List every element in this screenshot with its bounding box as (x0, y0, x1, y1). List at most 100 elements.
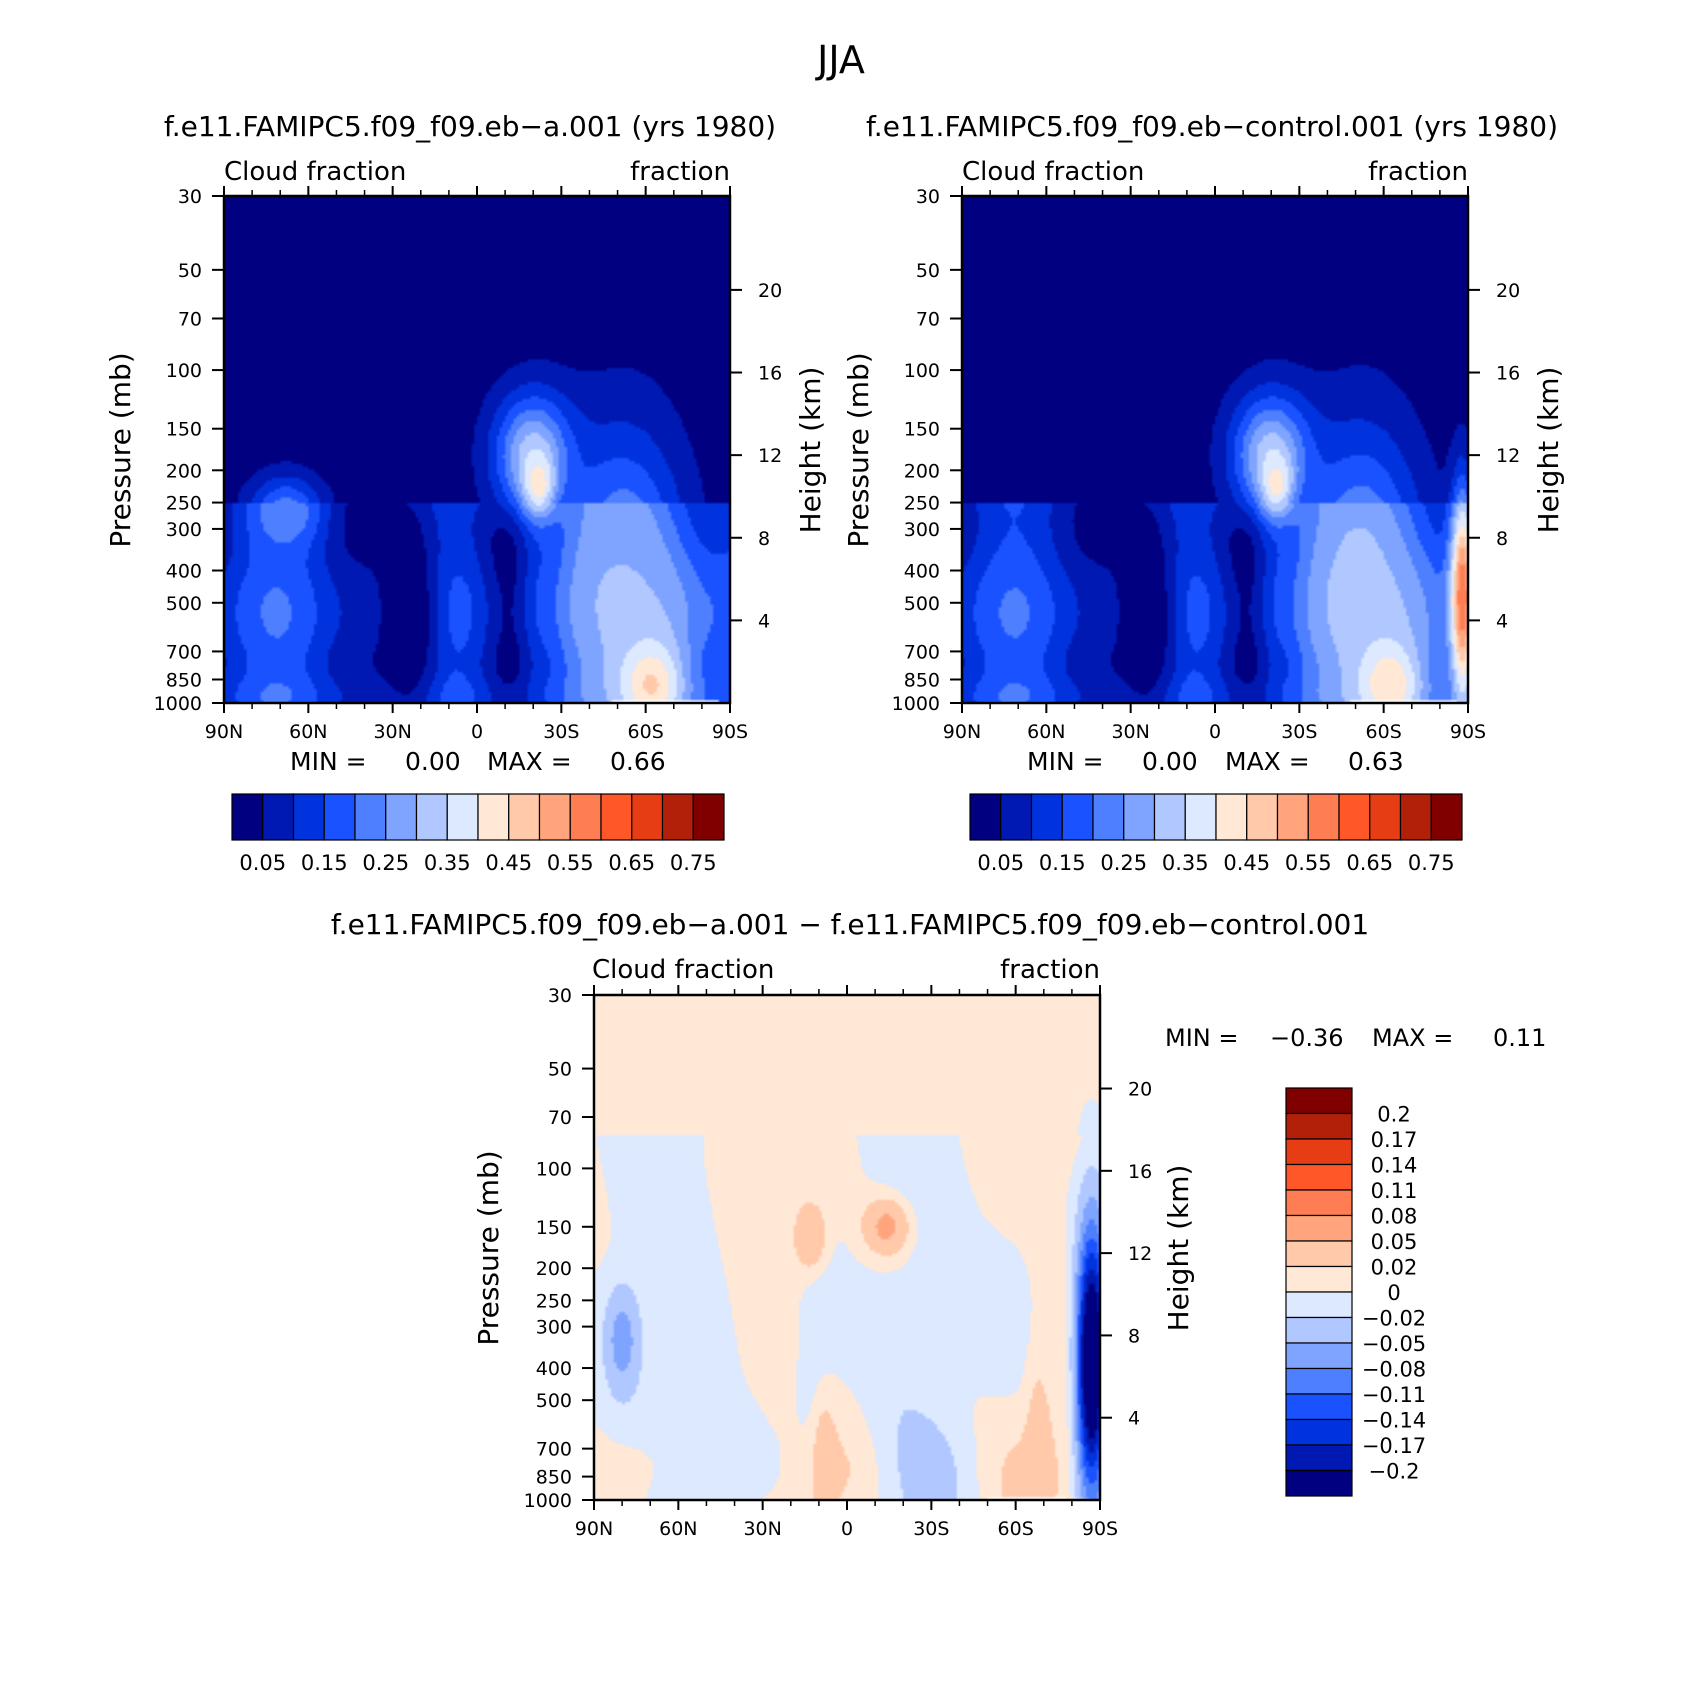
panel-b-colorbar-swatch (1276, 793, 1309, 841)
panel-diff-colorbar-label: 0.05 (1371, 1230, 1418, 1254)
panel-diff-xtick-label: 30N (743, 1518, 781, 1540)
panel-b-min-label: MIN = (1027, 747, 1104, 776)
panel-a-ytick-label: 70 (178, 309, 202, 331)
panel-diff-xtick-label: 30S (913, 1518, 949, 1540)
panel-diff-colorbar-swatch (1285, 1444, 1353, 1472)
panel-b-colorbar-swatch (1338, 793, 1371, 841)
panel-diff-colorbar-swatch (1285, 1087, 1353, 1115)
panel-b-ytick-label: 250 (904, 493, 940, 515)
panel-diff-ytick-label: 500 (536, 1390, 572, 1412)
panel-diff-ytick-label: 30 (548, 985, 572, 1007)
panel-b-xtick-label: 30S (1281, 721, 1317, 743)
panel-diff-colorbar-label: 0.02 (1371, 1256, 1418, 1280)
panel-b-ytick-label: 100 (904, 360, 940, 382)
panel-diff-colorbar-swatch (1285, 1112, 1353, 1140)
panel-diff-colorbar-swatch (1285, 1316, 1353, 1344)
panel-b-xtick-label: 60N (1027, 721, 1065, 743)
panel-a-ytick-label: 150 (166, 419, 202, 441)
panel-b-colorbar-label: 0.15 (1039, 851, 1086, 875)
panel-diff-colorbar-swatch (1285, 1265, 1353, 1293)
panel-b-max-label: MAX = (1225, 747, 1310, 776)
panel-a-colorbar-label: 0.15 (301, 851, 348, 875)
panel-diff-y2tick-label: 20 (1128, 1079, 1152, 1101)
panel-b-y2tick-label: 20 (1496, 280, 1520, 302)
panel-a-right-label: fraction (630, 157, 730, 187)
panel-b-colorbar-swatch (1092, 793, 1125, 841)
panel-diff-colorbar-swatch (1285, 1138, 1353, 1166)
panel-a-y2tick-label: 20 (758, 280, 782, 302)
panel-a-xtick-label: 30N (373, 721, 411, 743)
panel-diff-xtick-label: 90N (575, 1518, 613, 1540)
panel-b-colorbar-swatch (1369, 793, 1402, 841)
panel-diff-colorbar-swatch (1285, 1240, 1353, 1268)
panel-a-colorbar-swatch (692, 793, 725, 841)
panel-a-title: f.e11.FAMIPC5.f09_f09.eb−a.001 (yrs 1980… (164, 110, 776, 143)
figure-title: JJA (815, 38, 865, 82)
panel-b-ytick-label: 200 (904, 460, 940, 482)
panel-a-ytick-label: 250 (166, 493, 202, 515)
panel-a-y2label: Height (km) (794, 367, 827, 534)
panel-diff-colorbar-label: −0.08 (1362, 1358, 1426, 1382)
panel-diff-colorbar-label: 0 (1387, 1281, 1400, 1305)
panel-b-colorbar-swatch (969, 793, 1002, 841)
panel-a-ytick-label: 500 (166, 593, 202, 615)
panel-diff-colorbar: 0.20.170.140.110.080.050.020−0.02−0.05−0… (1285, 1087, 1426, 1497)
panel-a-ytick-label: 850 (166, 670, 202, 692)
panel-b-ytick-label: 400 (904, 561, 940, 583)
panel-a-colorbar-swatch (262, 793, 295, 841)
panel-a-ytick-label: 700 (166, 641, 202, 663)
panel-diff-colorbar-label: −0.05 (1362, 1332, 1426, 1356)
panel-diff-ytick-label: 70 (548, 1107, 572, 1129)
panel-diff-colorbar-label: 0.14 (1371, 1154, 1418, 1178)
panel-diff-y2tick-label: 12 (1128, 1243, 1152, 1265)
panel-a-max-value: 0.66 (610, 747, 666, 776)
panel-b-y2tick-label: 4 (1496, 610, 1508, 632)
panel-a-colorbar-swatch (661, 793, 694, 841)
panel-a-colorbar-swatch (354, 793, 387, 841)
panel-b-colorbar-swatch (1246, 793, 1279, 841)
panel-diff-colorbar-label: 0.11 (1371, 1179, 1418, 1203)
panel-b-colorbar-label: 0.35 (1162, 851, 1209, 875)
panel-a-colorbar-swatch (231, 793, 264, 841)
panel-a-ytick-label: 200 (166, 460, 202, 482)
panel-b-colorbar-swatch (1030, 793, 1063, 841)
panel-a-ytick-label: 30 (178, 186, 202, 208)
panel-diff-y2tick-label: 4 (1128, 1408, 1140, 1430)
panel-b-xtick-label: 90S (1450, 721, 1486, 743)
panel-b-colorbar-label: 0.65 (1346, 851, 1393, 875)
panel-diff-xtick-label: 60N (659, 1518, 697, 1540)
panel-b-xtick-label: 90N (943, 721, 981, 743)
panel-a-plot: 90N 60N 30N 0 30S 60S 90S 30 50 70 100 150 200 250 300… (154, 186, 782, 743)
panel-diff-colorbar-label: −0.02 (1362, 1307, 1426, 1331)
panel-a-xtick-label: 60N (289, 721, 327, 743)
panel-a-ylabel: Pressure (mb) (104, 352, 137, 547)
panel-a-colorbar-label: 0.75 (670, 851, 717, 875)
panel-a-y2tick-label: 4 (758, 610, 770, 632)
panel-b-xtick-label: 30N (1111, 721, 1149, 743)
panel-a-xtick-label: 90S (712, 721, 748, 743)
panel-diff-y2tick-label: 16 (1128, 1161, 1152, 1183)
panel-b-ytick-label: 1000 (892, 693, 940, 715)
panel-diff-heatmap (594, 995, 1100, 1500)
panel-a-colorbar-label: 0.65 (608, 851, 655, 875)
panel-a-colorbar-swatch (385, 793, 418, 841)
panel-b: f.e11.FAMIPC5.f09_f09.eb−control.001 (yr… (842, 110, 1565, 875)
panel-a-ytick-label: 300 (166, 519, 202, 541)
panel-b-colorbar-swatch (1061, 793, 1094, 841)
panel-a-max-label: MAX = (487, 747, 572, 776)
panel-a-colorbar-label: 0.05 (239, 851, 286, 875)
panel-diff-y2tick-label: 8 (1128, 1325, 1140, 1347)
panel-diff-colorbar-swatch (1285, 1367, 1353, 1395)
panel-b-ylabel: Pressure (mb) (842, 352, 875, 547)
panel-diff-min-value: −0.36 (1270, 1024, 1344, 1052)
panel-diff-ylabel: Pressure (mb) (472, 1150, 505, 1345)
panel-a-colorbar-swatch (446, 793, 479, 841)
panel-diff-colorbar-label: 0.08 (1371, 1205, 1418, 1229)
panel-b-colorbar-swatch (1184, 793, 1217, 841)
panel-diff-title: f.e11.FAMIPC5.f09_f09.eb−a.001 − f.e11.F… (331, 908, 1369, 941)
panel-diff-colorbar-swatch (1285, 1163, 1353, 1191)
panel-diff-xtick-label: 90S (1082, 1518, 1118, 1540)
panel-b-colorbar: 0.05 0.15 0.25 0.35 0.45 0.55 0.65 0.75 (969, 793, 1463, 875)
panel-diff-ytick-label: 1000 (524, 1490, 572, 1512)
